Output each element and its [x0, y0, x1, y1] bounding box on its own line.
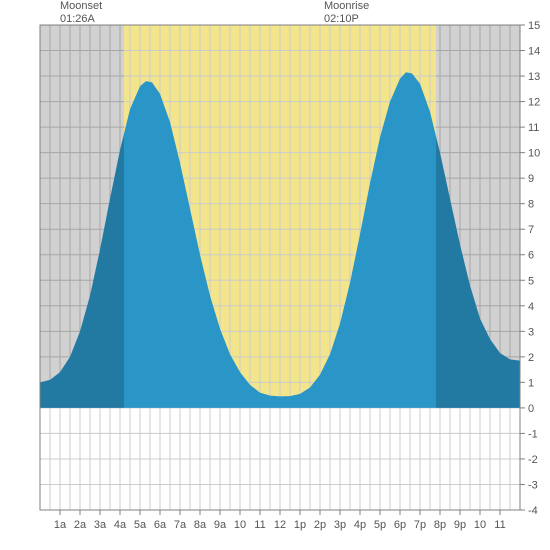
x-tick-label: 10	[234, 519, 246, 531]
y-tick-label: -3	[528, 479, 538, 491]
x-tick-label: 2p	[314, 519, 326, 531]
x-tick-label: 8p	[434, 519, 446, 531]
x-tick-label: 4a	[114, 519, 127, 531]
x-tick-label: 7a	[174, 519, 187, 531]
y-tick-label: 12	[528, 97, 540, 109]
x-tick-label: 3p	[334, 519, 346, 531]
x-tick-label: 10	[474, 519, 486, 531]
y-tick-label: 9	[528, 173, 534, 185]
x-tick-label: 3a	[94, 519, 107, 531]
y-tick-label: 3	[528, 326, 534, 338]
y-tick-label: 1	[528, 377, 534, 389]
y-tick-label: 10	[528, 148, 540, 160]
x-tick-label: 8a	[194, 519, 207, 531]
x-tick-label: 11	[494, 519, 505, 531]
x-tick-label: 5p	[374, 519, 386, 531]
x-tick-label: 6p	[394, 519, 406, 531]
x-tick-label: 9p	[454, 519, 466, 531]
x-tick-label: 2a	[74, 519, 87, 531]
x-tick-label: 7p	[414, 519, 426, 531]
y-tick-label: -1	[528, 428, 538, 440]
chart-svg: 1a2a3a4a5a6a7a8a9a1011121p2p3p4p5p6p7p8p…	[0, 0, 550, 550]
x-tick-label: 9a	[214, 519, 227, 531]
y-tick-label: 6	[528, 250, 534, 262]
y-tick-label: 2	[528, 352, 534, 364]
y-tick-label: 11	[528, 122, 539, 134]
y-tick-label: 15	[528, 20, 540, 32]
y-tick-label: 4	[528, 301, 534, 313]
x-tick-label: 5a	[134, 519, 147, 531]
moonrise-label: Moonrise 02:10P	[324, 0, 369, 26]
y-tick-label: 8	[528, 199, 534, 211]
x-tick-label: 11	[254, 519, 265, 531]
x-tick-label: 6a	[154, 519, 167, 531]
y-tick-label: 14	[528, 46, 540, 58]
x-tick-label: 4p	[354, 519, 366, 531]
y-tick-label: -4	[528, 505, 538, 517]
x-tick-label: 1a	[54, 519, 67, 531]
x-tick-label: 12	[274, 519, 286, 531]
tide-chart: Moonset 01:26A Moonrise 02:10P 1a 2a 3a 4a 5…	[0, 0, 550, 550]
moonset-label: Moonset 01:26A	[60, 0, 102, 26]
y-tick-label: -2	[528, 454, 538, 466]
y-tick-label: 5	[528, 275, 534, 287]
y-tick-label: 0	[528, 403, 534, 415]
y-tick-label: 7	[528, 224, 534, 236]
y-tick-label: 13	[528, 71, 540, 83]
x-tick-label: 1p	[294, 519, 306, 531]
